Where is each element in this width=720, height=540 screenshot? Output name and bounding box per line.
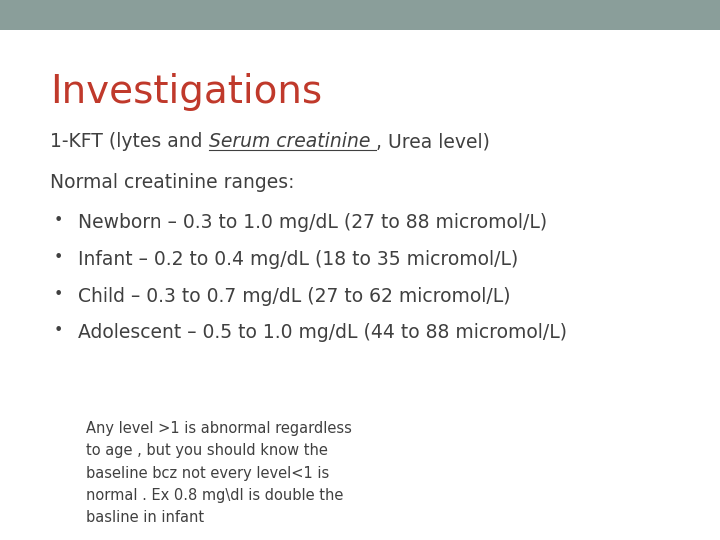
Text: •: • [54, 287, 63, 302]
Text: , Urea level): , Urea level) [377, 132, 490, 151]
Text: Newborn – 0.3 to 1.0 mg/dL (27 to 88 micromol/L): Newborn – 0.3 to 1.0 mg/dL (27 to 88 mic… [78, 213, 547, 232]
Text: Adolescent – 0.5 to 1.0 mg/dL (44 to 88 micromol/L): Adolescent – 0.5 to 1.0 mg/dL (44 to 88 … [78, 323, 567, 342]
Text: Investigations: Investigations [50, 73, 323, 111]
Text: Any level >1 is abnormal regardless
to age , but you should know the
baseline bc: Any level >1 is abnormal regardless to a… [86, 421, 352, 525]
Text: •: • [54, 213, 63, 228]
Text: Infant – 0.2 to 0.4 mg/dL (18 to 35 micromol/L): Infant – 0.2 to 0.4 mg/dL (18 to 35 micr… [78, 250, 518, 269]
Text: Child – 0.3 to 0.7 mg/dL (27 to 62 micromol/L): Child – 0.3 to 0.7 mg/dL (27 to 62 micro… [78, 287, 510, 306]
Text: Serum creatinine: Serum creatinine [209, 132, 377, 151]
Text: 1-KFT (lytes and: 1-KFT (lytes and [50, 132, 209, 151]
Text: •: • [54, 250, 63, 265]
Text: Normal creatinine ranges:: Normal creatinine ranges: [50, 173, 295, 192]
Text: •: • [54, 323, 63, 339]
